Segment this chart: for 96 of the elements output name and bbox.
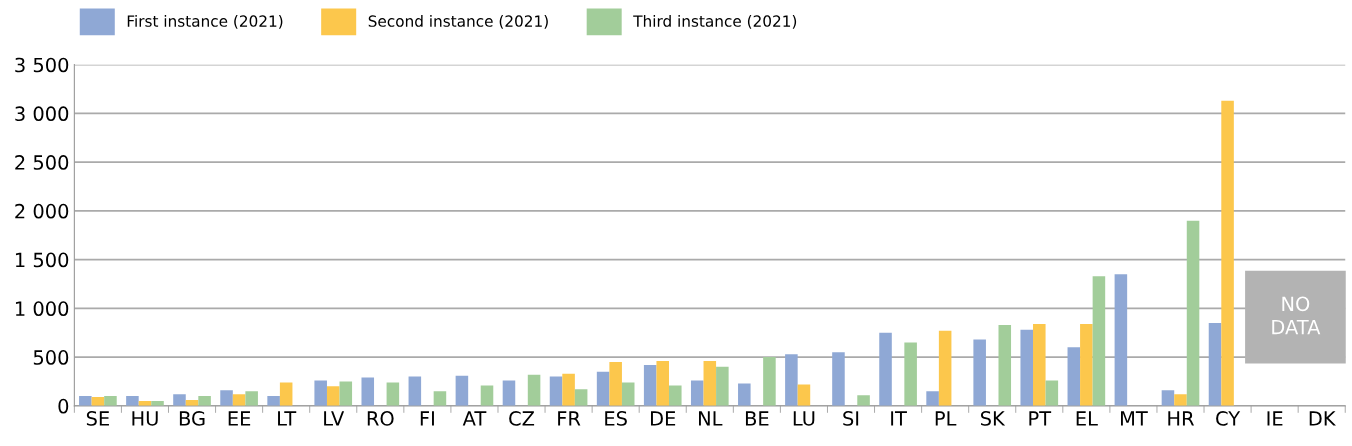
bar (621, 382, 635, 406)
y-tick-label: 2 500 (15, 155, 69, 170)
bar (797, 384, 811, 406)
x-tick-label: DK (1309, 411, 1336, 426)
bar (879, 332, 892, 406)
bar (220, 390, 233, 406)
bar (669, 385, 682, 406)
bar (326, 386, 340, 406)
y-tick-label: 0 (58, 398, 69, 414)
y-tick-label: 2 000 (15, 203, 69, 219)
x-tick-label: DE (651, 411, 676, 426)
bar (386, 382, 400, 406)
x-tick-label: BE (745, 411, 769, 426)
bar (245, 391, 258, 406)
bar (198, 396, 211, 406)
x-tick-label: PT (1029, 411, 1052, 426)
bar (1114, 274, 1128, 406)
bar (126, 396, 139, 406)
annotation: NO DATA (1272, 296, 1321, 335)
bar (1020, 329, 1034, 406)
bar (480, 385, 494, 406)
y-tick-label: 500 (33, 350, 69, 365)
bar (926, 391, 939, 406)
x-tick-label: HR (1168, 411, 1194, 426)
x-tick-label: AT (462, 411, 487, 426)
x-tick-label: LV (324, 411, 345, 426)
bar (455, 375, 469, 406)
bar (716, 366, 729, 406)
bar (173, 394, 186, 406)
bar (596, 371, 610, 406)
bar (738, 383, 751, 406)
bar (785, 354, 798, 406)
x-tick-label: IT (891, 411, 907, 426)
x-tick-label: EL (1076, 411, 1098, 426)
bar (502, 380, 516, 406)
bar (549, 376, 563, 406)
bar (643, 364, 657, 406)
bar (267, 396, 280, 406)
bar (1033, 323, 1046, 406)
bar (1186, 220, 1200, 406)
bar (938, 330, 952, 406)
bar (1221, 100, 1234, 406)
x-tick-label: SE (86, 411, 109, 426)
bar (1092, 276, 1106, 406)
bar (1067, 347, 1081, 406)
x-tick-label: LT (278, 411, 297, 426)
x-tick-label: CZ (509, 411, 535, 426)
x-tick-label: PL (935, 411, 957, 426)
bar (527, 374, 541, 406)
bar (904, 342, 917, 406)
bar (433, 391, 447, 406)
bar (656, 361, 670, 406)
bar (232, 394, 246, 406)
x-tick-label: FI (420, 411, 434, 426)
bar (314, 380, 327, 406)
bar (703, 361, 717, 406)
y-tick-label: 1 000 (15, 301, 69, 317)
bar (574, 389, 588, 406)
bar (763, 357, 776, 406)
bar (832, 352, 845, 406)
x-tick-label: SK (980, 411, 1006, 426)
bar (1080, 323, 1093, 406)
bar (279, 382, 293, 406)
x-tick-label: NL (699, 411, 723, 426)
x-tick-label: RO (367, 411, 394, 426)
y-tick-label: 1 500 (15, 252, 69, 268)
x-tick-label: FR (558, 411, 581, 426)
legend-label: Third instance (2021) (633, 15, 797, 29)
bar (609, 361, 622, 406)
x-tick-label: IE (1267, 411, 1283, 426)
x-tick-label: LU (793, 411, 815, 426)
bar (998, 324, 1012, 406)
bar (973, 339, 986, 406)
legend-label: First instance (2021) (127, 15, 283, 29)
bar (361, 377, 375, 406)
bar (339, 381, 353, 406)
x-tick-label: SI (843, 411, 859, 426)
bar (857, 395, 870, 406)
bar (1045, 380, 1059, 406)
y-tick-label: 3 500 (15, 57, 69, 73)
bar (79, 396, 92, 406)
x-tick-label: BG (179, 411, 205, 426)
x-tick-label: MT (1121, 411, 1148, 426)
bar (1208, 323, 1222, 406)
x-tick-label: EE (228, 411, 251, 426)
y-tick-label: 3 000 (15, 106, 69, 122)
x-tick-label: HU (132, 411, 158, 426)
legend-label: Second instance (2021) (368, 15, 548, 29)
x-tick-label: ES (605, 411, 627, 426)
bar (104, 396, 117, 406)
bar (408, 376, 422, 406)
bar (1161, 390, 1175, 406)
x-tick-label: CY (1216, 411, 1241, 426)
bar (690, 380, 704, 406)
bar (562, 373, 575, 406)
bar (1174, 394, 1187, 406)
